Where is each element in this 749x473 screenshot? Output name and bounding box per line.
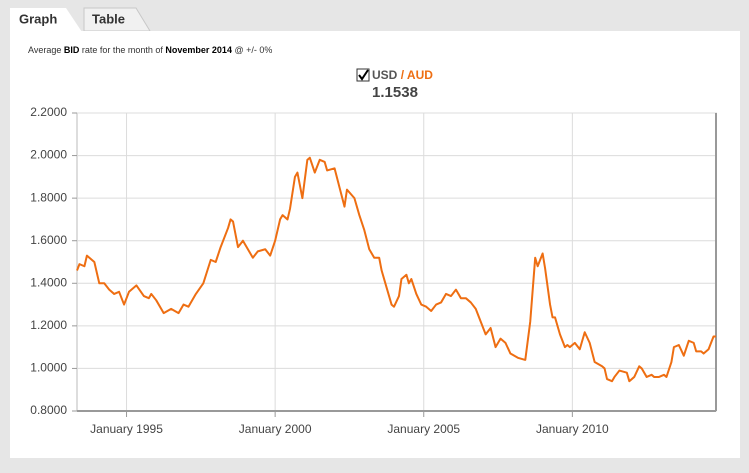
caption-text: rate for the month of (79, 45, 165, 55)
x-tick-label: January 2005 (387, 422, 460, 436)
x-tick-label: January 2000 (239, 422, 312, 436)
legend-separator: / (401, 68, 405, 82)
y-tick-label: 2.2000 (30, 105, 67, 119)
y-tick-label: 1.6000 (30, 233, 67, 247)
plot-area (76, 112, 717, 412)
y-tick-label: 1.0000 (30, 361, 67, 375)
current-value: 1.1538 (372, 84, 418, 101)
legend: USD / AUD (372, 68, 433, 82)
graph-tab[interactable] (10, 8, 82, 32)
caption-text: @ +/- 0% (232, 45, 272, 55)
x-tick-label: January 2010 (536, 422, 609, 436)
y-tick-label: 1.2000 (30, 318, 67, 332)
caption-text: November 2014 (165, 45, 232, 55)
caption-text: Average (28, 45, 64, 55)
y-tick-label: 0.8000 (30, 403, 67, 417)
x-tick-label: January 1995 (90, 422, 163, 436)
y-tick-label: 2.0000 (30, 148, 67, 162)
legend-base: USD (372, 68, 398, 82)
caption-text: BID (64, 45, 80, 55)
checkmark[interactable] (358, 69, 369, 81)
caption: Average BID rate for the month of Novemb… (28, 45, 272, 55)
y-tick-label: 1.4000 (30, 275, 67, 289)
series-line (76, 156, 716, 383)
tab-label[interactable]: Graph (19, 11, 57, 26)
tab-label[interactable]: Table (92, 11, 125, 26)
plot: 0.8000 1.0000 1.2000 1.4000 1.6000 1.8000 2.00… (30, 105, 717, 436)
legend-quote: AUD (407, 68, 433, 82)
y-tick-label: 1.8000 (30, 190, 67, 204)
